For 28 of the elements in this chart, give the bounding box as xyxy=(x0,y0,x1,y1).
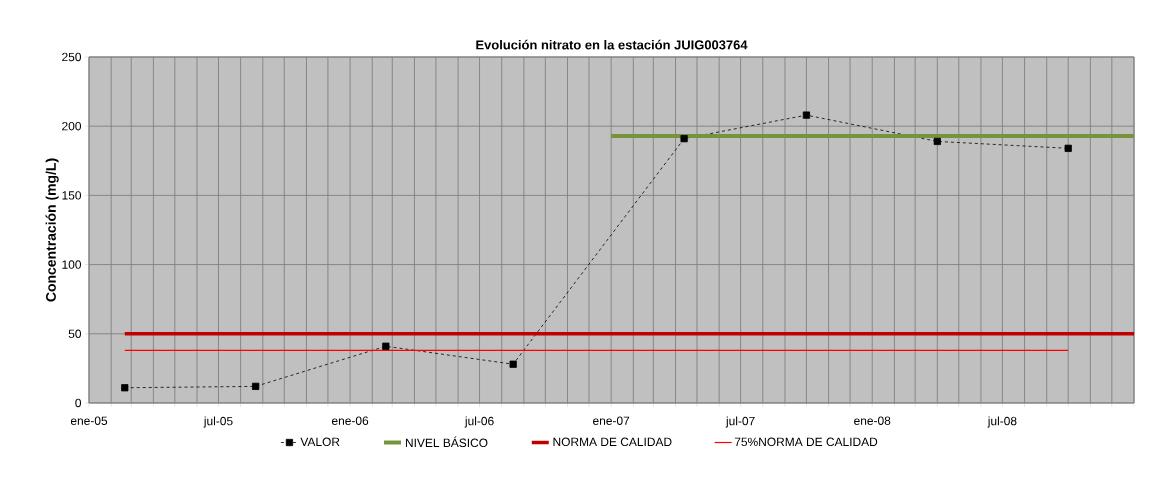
legend-label: NORMA DE CALIDAD xyxy=(553,437,672,447)
y-tick-label: 250 xyxy=(62,52,82,62)
point xyxy=(509,360,517,368)
point xyxy=(121,384,129,392)
y-tick-label: 0 xyxy=(75,398,82,408)
x-tick-label: jul-05 xyxy=(203,416,233,428)
y-axis-title: Concentración (mg/L) xyxy=(45,158,59,302)
legend-label: NIVEL BÁSICO xyxy=(405,436,488,448)
point xyxy=(802,111,811,119)
legend-label: 75%NORMA DE CALIDAD xyxy=(734,437,878,447)
x-tick-label: ene-08 xyxy=(854,416,891,425)
point xyxy=(382,342,390,350)
y-tick-label: 50 xyxy=(68,329,82,339)
point xyxy=(252,382,260,390)
legend-label: VALOR xyxy=(300,437,340,447)
chart-title: Evolución nitrato en la estación JUIG003764 xyxy=(476,39,748,50)
y-tick-label: 150 xyxy=(62,191,82,200)
x-tick-label: jul-08 xyxy=(987,416,1017,428)
x-tick-label: ene-06 xyxy=(331,416,369,425)
y-tick-label: 100 xyxy=(62,260,82,269)
point xyxy=(933,137,941,146)
point xyxy=(680,135,688,143)
x-tick-label: jul-07 xyxy=(725,416,755,428)
x-tick-label: ene-05 xyxy=(70,416,108,425)
y-tick-label: 200 xyxy=(62,121,82,131)
point xyxy=(1064,144,1072,152)
x-tick-label: ene-07 xyxy=(593,416,630,425)
x-tick-label: jul-06 xyxy=(464,416,494,428)
